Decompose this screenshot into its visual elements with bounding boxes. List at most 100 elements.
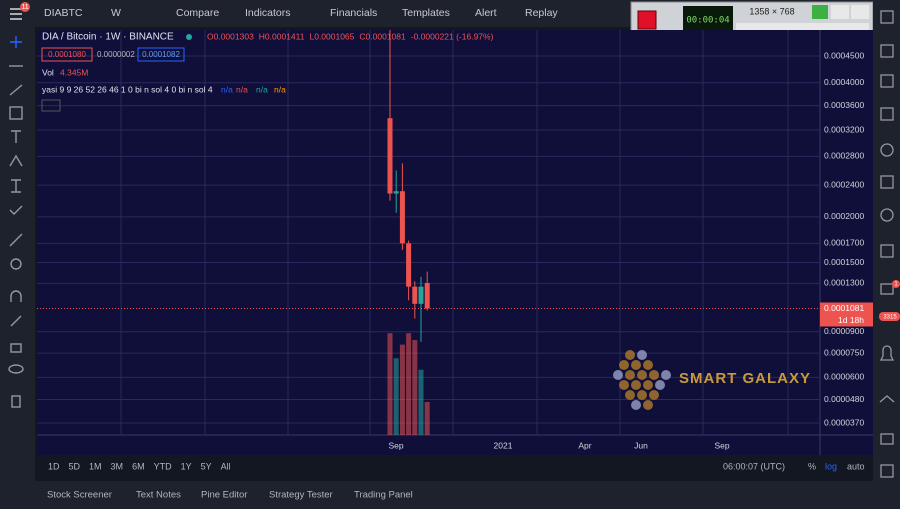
watermark-cell [643,400,653,410]
auto-toggle[interactable]: auto [847,461,865,471]
bottom-tab[interactable]: Pine Editor [201,490,247,501]
range-button[interactable]: All [221,461,231,471]
range-button[interactable]: 6M [132,461,145,471]
volume-bar [387,333,393,435]
ohlc-value: O0.0001303 [207,31,254,41]
y-tick-label: 0.0004000 [824,77,864,87]
indicator-value: n/a [236,84,248,94]
bid[interactable]: 0.0001080 [48,50,86,59]
menu-icon[interactable] [10,8,22,20]
watermark-cell [637,350,647,360]
interval[interactable]: W [111,7,121,19]
x-tick-label: 2021 [494,440,513,450]
watermark-cell [649,390,659,400]
toolbar-button[interactable]: Compare [176,7,219,19]
plot-area [37,30,820,435]
x-tick-label: Jun [634,440,648,450]
toolbar-button[interactable]: Financials [330,7,377,19]
y-tick-label: 0.0004500 [824,50,864,60]
watermark-cell [637,370,647,380]
badge-count: 3315 [883,315,897,321]
y-tick-label: 0.0003200 [824,124,864,134]
toolbar-button[interactable]: Templates [402,7,450,19]
percent-toggle[interactable]: % [808,461,816,471]
status-dot [186,34,192,40]
bid-box[interactable] [41,47,93,62]
x-tick-label: Apr [578,440,591,450]
ask-box[interactable] [137,47,185,62]
collapse-button[interactable] [41,99,61,112]
bottom-tab[interactable]: Trading Panel [354,490,413,501]
y-tick-label: 0.0002400 [824,179,864,189]
timer-box [683,6,733,34]
resolution: 1358 × 768 [749,6,794,16]
range-button[interactable]: 5D [69,461,81,471]
y-tick-label: 0.0003600 [824,100,864,110]
volume-name: Vol [42,67,54,77]
toolbar-button[interactable]: Alert [475,7,497,19]
candle-body [412,286,418,304]
watermark-cell [631,400,641,410]
y-tick-label: 0.0000750 [824,347,864,357]
bottom-tab[interactable]: Text Notes [136,490,181,501]
range-button[interactable]: 1Y [181,461,192,471]
ohlc-value: L0.0001065 [309,31,354,41]
volume-bar [406,333,412,435]
volume-bar [418,369,424,435]
indicator: yasi 9 9 26 52 26 46 1 0 bi n sol 4 0 bi… [42,84,213,94]
ohlc-value: H0.0001411 [259,31,305,41]
ask[interactable]: 0.0001082 [142,50,180,59]
range-button[interactable]: YTD [154,461,173,471]
y-tick-label: 0.0000900 [824,326,864,336]
x-tick-label: Sep [714,440,729,450]
y-tick-label: 0.0001700 [824,238,864,248]
time-axis [37,435,820,455]
record-button[interactable] [637,10,657,30]
y-tick-label: 0.0002000 [824,211,864,221]
toolbar-button[interactable]: Indicators [245,7,291,19]
close[interactable] [851,5,869,19]
watermark-cell [625,350,635,360]
tool-icons[interactable] [8,36,24,408]
rec-btn-green[interactable] [812,5,828,19]
range-button[interactable]: 1M [89,461,102,471]
range-button[interactable]: 3M [111,461,124,471]
watermark-cell [619,360,629,370]
legend-change: -0.0000221 (-16.97%) [411,31,494,41]
side-icons[interactable] [879,10,895,478]
badge-count: 11 [21,4,28,11]
minimize[interactable] [831,5,849,19]
watermark: SMART GALAXY [679,370,811,387]
indicator-value: n/a [274,84,286,94]
watermark-cell [643,380,653,390]
range-button[interactable]: 1D [48,461,60,471]
toolbar-button[interactable]: Replay [525,7,558,19]
volume-bar [393,358,399,435]
y-tick-label: 0.0000480 [824,394,864,404]
watermark-cell [649,370,659,380]
watermark-cell [625,370,635,380]
y-tick-label: 0.0000600 [824,372,864,382]
watermark-cell [637,390,647,400]
bottom-tab[interactable]: Stock Screener [47,490,112,501]
range-button[interactable]: 5Y [201,461,212,471]
watermark-cell [655,380,665,390]
candle-body [418,286,424,304]
watermark-cell [631,360,641,370]
price-tag [820,302,873,327]
watermark-cell [643,360,653,370]
log-toggle[interactable]: log [825,461,837,471]
x-tick-label: Sep [388,440,403,450]
indicator-value: n/a [256,84,268,94]
bottom-tab[interactable]: Strategy Tester [269,490,333,501]
watermark-cell [631,380,641,390]
watermark-cell [661,370,671,380]
y-tick-label: 0.0002800 [824,151,864,161]
volume-bar [412,340,418,435]
symbol[interactable]: DIABTC [44,7,83,19]
y-tick-label: 0.0000370 [824,417,864,427]
price-tag-label: 0.0001081 [824,303,864,313]
countdown: 1d 18h [838,315,864,325]
volume-bar [399,344,405,435]
watermark-cell [613,370,623,380]
